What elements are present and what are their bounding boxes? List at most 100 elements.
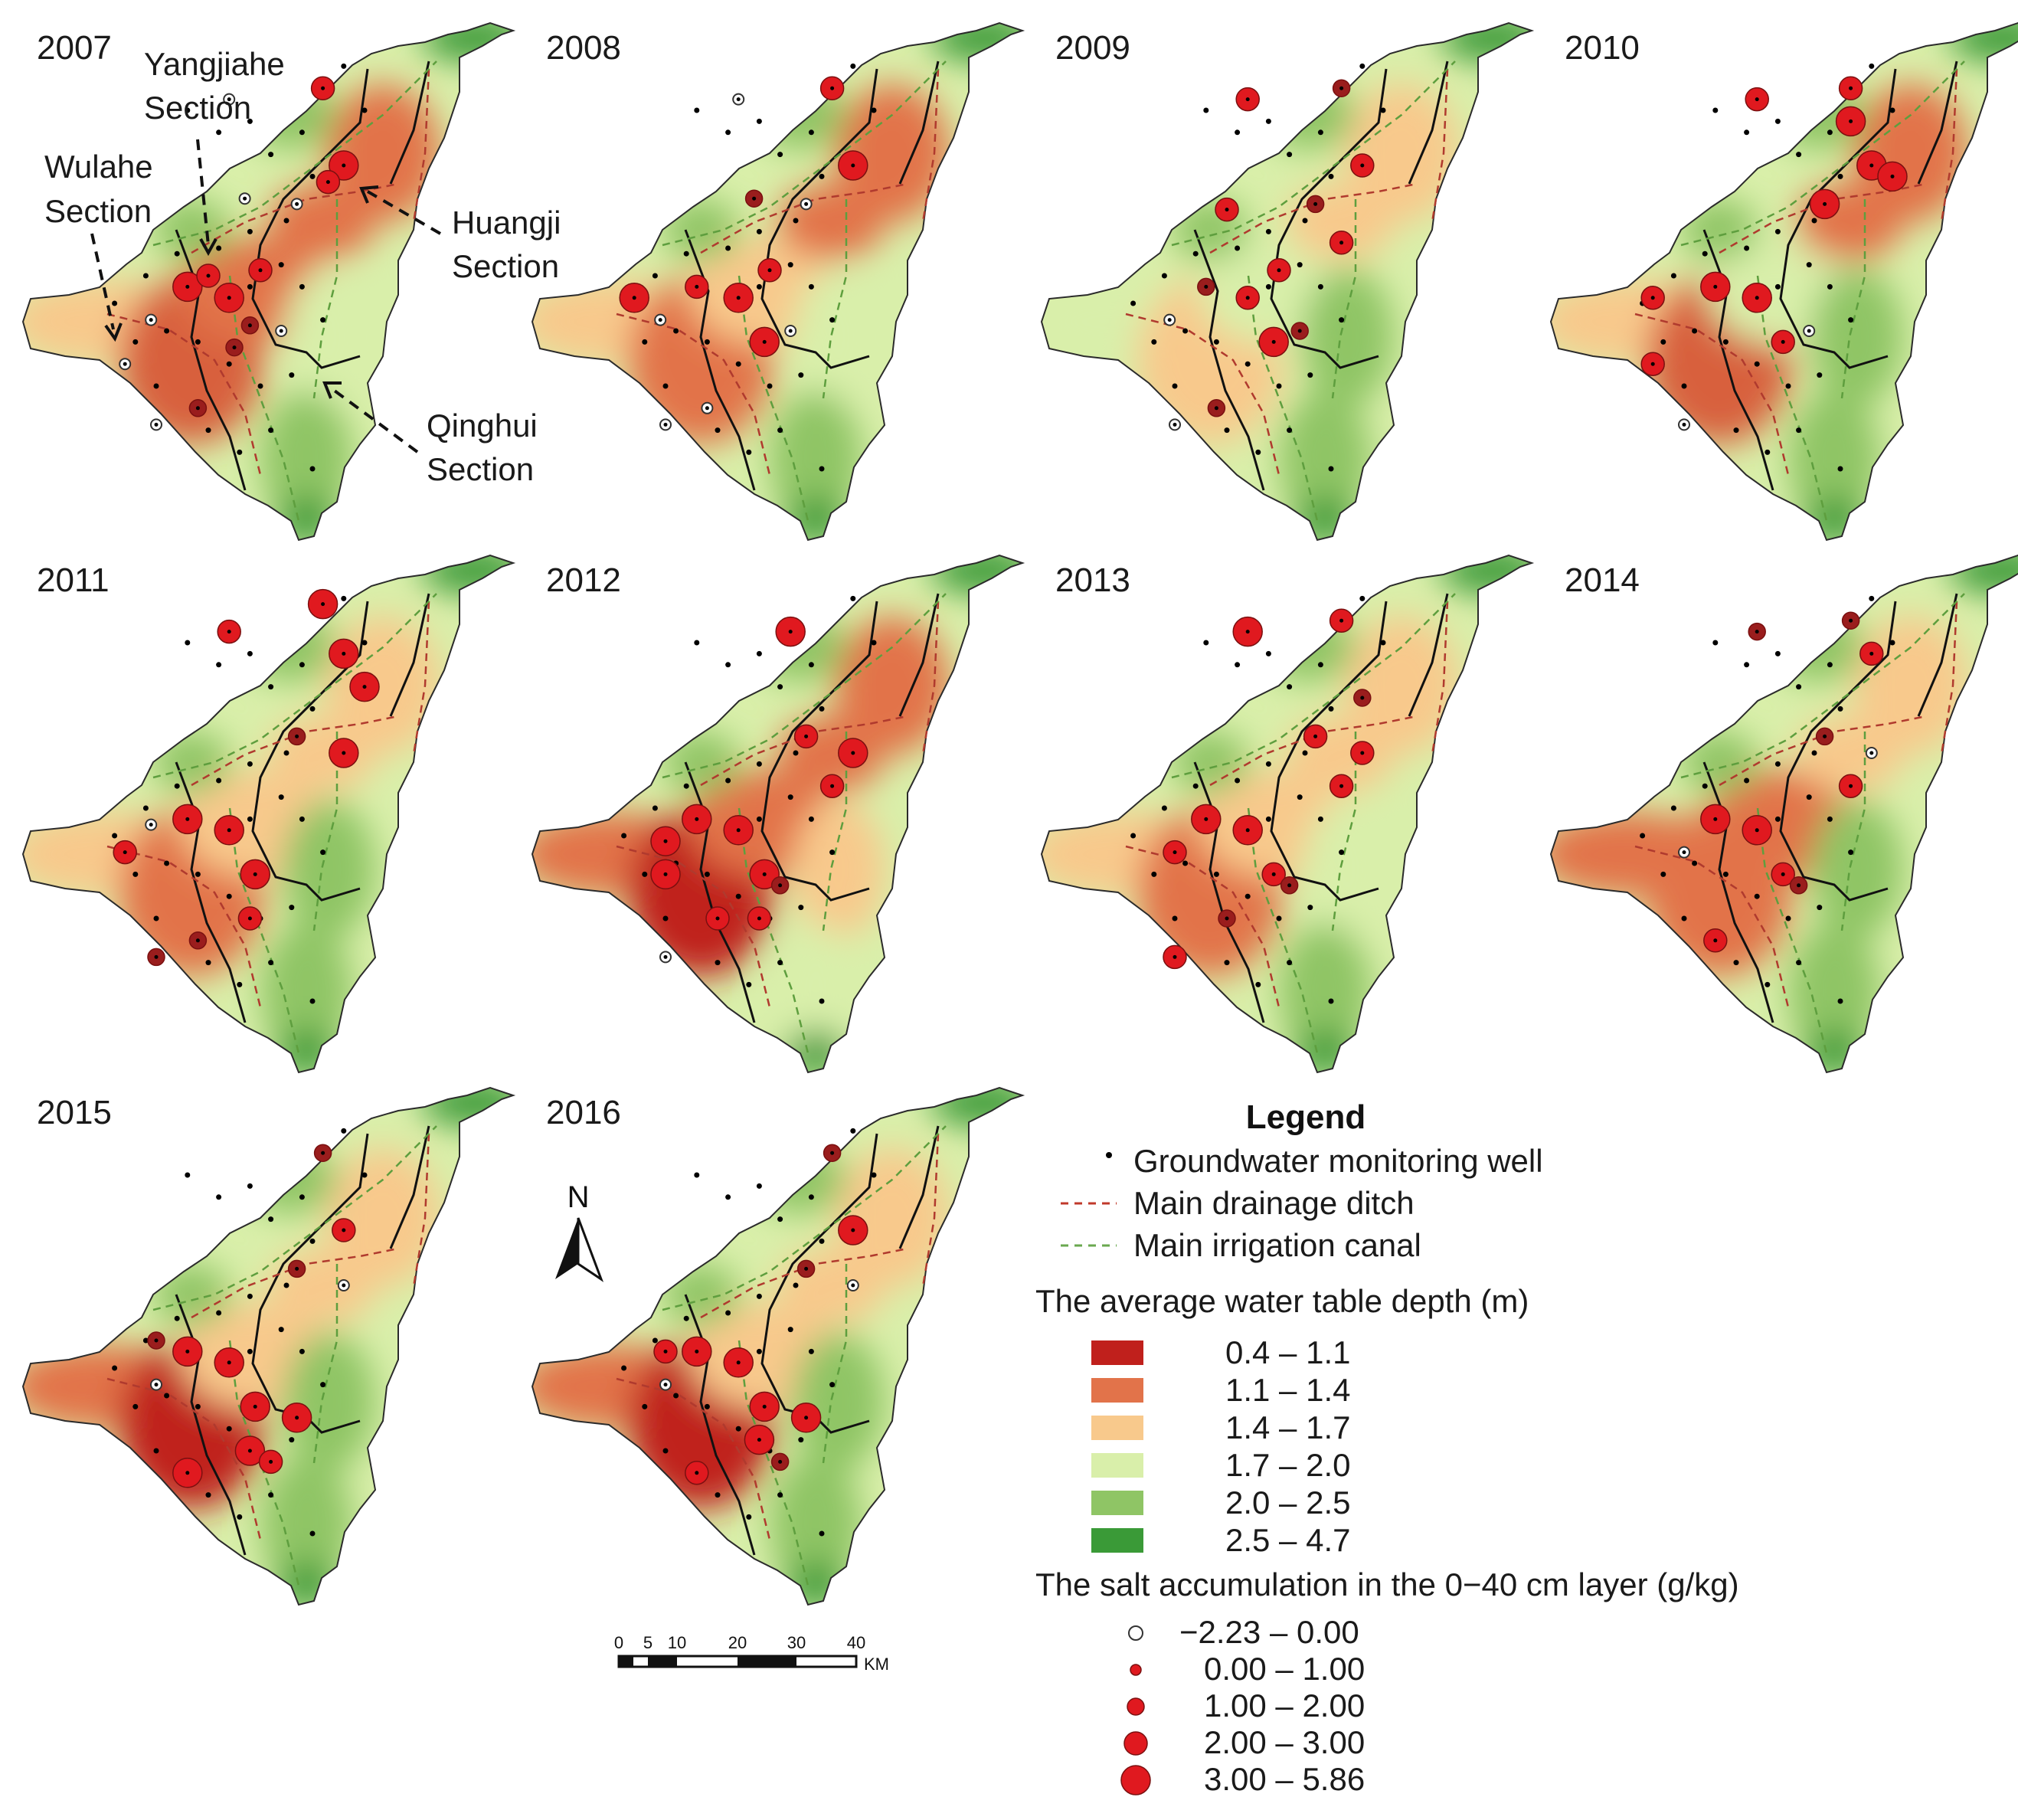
monitoring-well: [1287, 960, 1293, 966]
monitoring-well: [808, 662, 814, 668]
monitoring-well: [361, 1172, 368, 1178]
monitoring-well: [237, 449, 243, 455]
monitoring-well: [1692, 860, 1698, 866]
monitoring-well: [278, 794, 284, 800]
monitoring-well: [1192, 783, 1199, 789]
monitoring-well: [1339, 849, 1345, 856]
monitoring-well: [153, 383, 159, 389]
monitoring-well: [777, 427, 783, 434]
monitoring-well: [715, 427, 721, 434]
monitoring-well: [1733, 960, 1739, 966]
monitoring-well: [1265, 283, 1271, 290]
monitoring-well: [1796, 427, 1802, 434]
monitoring-well: [652, 805, 658, 811]
monitoring-well: [216, 662, 222, 668]
depth-class-swatch: [1091, 1378, 1143, 1403]
monitoring-well: [642, 1403, 648, 1409]
monitoring-well: [1774, 228, 1781, 234]
monitoring-well: [1244, 361, 1251, 367]
map-panel-2012: 2012: [531, 554, 1025, 1074]
monitoring-well: [673, 1393, 679, 1399]
monitoring-well: [777, 684, 783, 690]
monitoring-well: [1681, 383, 1687, 389]
monitoring-well: [1806, 794, 1812, 800]
section-boundary: [760, 601, 878, 902]
monitoring-well: [642, 871, 648, 877]
monitoring-well: [1827, 283, 1833, 290]
monitoring-well: [1302, 218, 1308, 224]
monitoring-well: [1265, 228, 1271, 234]
monitoring-well: [283, 218, 289, 224]
monitoring-well: [735, 893, 741, 899]
monitoring-well: [1359, 595, 1366, 601]
monitoring-well: [798, 372, 804, 378]
monitoring-well: [1785, 383, 1791, 389]
salt-legend-title: The salt accumulation in the 0−40 cm lay…: [1035, 1566, 1739, 1602]
monitoring-well: [1130, 833, 1137, 839]
monitoring-well: [1339, 317, 1345, 323]
monitoring-well: [1848, 317, 1854, 323]
main-irrigation-canal: [1756, 807, 1828, 1054]
monitoring-well: [819, 173, 825, 179]
monitoring-well: [1670, 805, 1676, 811]
monitoring-well: [1692, 328, 1698, 334]
region-outline: [21, 21, 516, 542]
monitoring-well: [756, 761, 762, 767]
monitoring-well: [756, 1348, 762, 1354]
monitoring-well: [268, 152, 274, 158]
yangjiahe-arrow-head: [199, 238, 217, 257]
salt-class-label: 0.00 – 1.00: [1204, 1651, 1365, 1687]
monitoring-well: [798, 905, 804, 911]
monitoring-well: [237, 1514, 243, 1520]
monitoring-well: [1774, 816, 1781, 822]
monitoring-well: [829, 849, 836, 856]
region-outline: [531, 1086, 1025, 1606]
monitoring-well: [1287, 152, 1293, 158]
salt-class-label: 3.00 – 5.86: [1204, 1761, 1365, 1797]
main-irrigation-canal: [822, 199, 848, 399]
region-outline: [1040, 554, 1535, 1074]
monitoring-well: [164, 328, 170, 334]
monitoring-well: [1151, 339, 1157, 345]
monitoring-well: [1754, 893, 1760, 899]
monitoring-well: [1774, 761, 1781, 767]
scale-tick-label: 5: [643, 1633, 652, 1652]
main-irrigation-canal: [822, 732, 848, 931]
wulahe-label-line2: Section: [44, 193, 152, 229]
monitoring-well: [683, 250, 689, 257]
monitoring-well: [205, 1492, 211, 1498]
monitoring-well: [1837, 466, 1843, 472]
monitoring-well: [1733, 427, 1739, 434]
monitoring-well: [289, 1437, 295, 1443]
monitoring-well: [142, 805, 149, 811]
wulahe-label-line1: Wulahe: [44, 149, 153, 185]
main-irrigation-canal: [1171, 61, 1456, 247]
main-drainage-ditch: [1431, 68, 1449, 223]
monitoring-well: [1172, 915, 1178, 921]
monitoring-well: [216, 129, 222, 136]
monitoring-well: [1172, 383, 1178, 389]
monitoring-well: [320, 1382, 326, 1388]
monitoring-well: [289, 372, 295, 378]
main-drainage-ditch: [700, 1247, 908, 1319]
monitoring-well: [361, 640, 368, 646]
main-irrigation-canal: [228, 275, 300, 522]
main-irrigation-canal: [1171, 593, 1456, 779]
depth-surface: [1551, 23, 2018, 540]
monitoring-well: [850, 1128, 856, 1134]
monitoring-well: [756, 118, 762, 124]
monitoring-well: [1744, 129, 1750, 136]
main-irrigation-canal: [152, 1125, 437, 1311]
monitoring-well: [289, 905, 295, 911]
scale-unit: KM: [864, 1655, 889, 1674]
monitoring-well: [1161, 805, 1167, 811]
monitoring-well: [1811, 750, 1817, 756]
monitoring-well: [1182, 328, 1189, 334]
monitoring-well: [247, 1293, 253, 1299]
scale-tick-label: 30: [787, 1633, 806, 1652]
legend-title: Legend: [1246, 1098, 1366, 1136]
salt-class-symbol: [1123, 1731, 1148, 1756]
salt-class-label: 1.00 – 2.00: [1204, 1687, 1365, 1723]
main-drainage-ditch: [1719, 182, 1927, 254]
monitoring-well: [694, 1172, 700, 1178]
